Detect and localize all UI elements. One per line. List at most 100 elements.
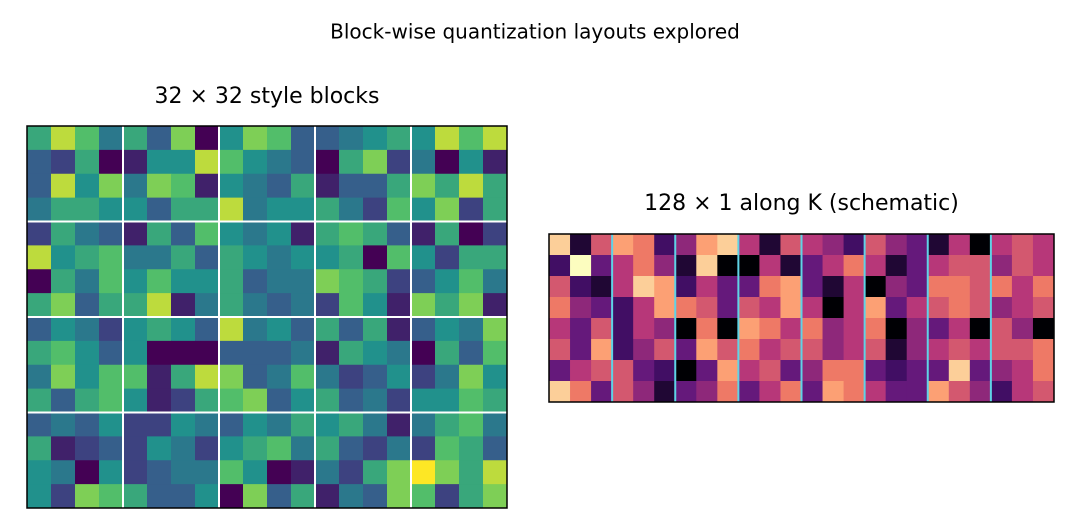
- cell: [822, 339, 845, 361]
- cell: [696, 276, 718, 298]
- cell: [549, 234, 571, 256]
- cell: [411, 317, 436, 342]
- cell: [759, 318, 781, 340]
- cell: [291, 173, 316, 199]
- cell: [99, 436, 124, 461]
- cell: [243, 340, 268, 366]
- cell: [483, 388, 508, 413]
- cell: [267, 197, 292, 222]
- cell: [780, 318, 802, 340]
- cell: [570, 297, 592, 319]
- cell: [123, 340, 148, 366]
- cell: [171, 197, 196, 222]
- cell: [483, 173, 508, 199]
- cell: [633, 255, 655, 277]
- cell: [291, 269, 316, 294]
- cell: [339, 197, 364, 222]
- cell: [27, 173, 52, 199]
- cell: [591, 234, 613, 256]
- cell: [171, 126, 196, 151]
- cell: [291, 149, 316, 175]
- cell: [435, 126, 460, 151]
- cell: [99, 317, 124, 342]
- cell: [195, 484, 220, 509]
- cell: [387, 221, 412, 246]
- cell: [696, 255, 718, 277]
- cell: [243, 293, 268, 318]
- cell: [339, 269, 364, 294]
- cell: [549, 381, 571, 403]
- cell: [885, 339, 908, 361]
- cell: [696, 297, 718, 319]
- cell: [219, 460, 244, 485]
- cell: [75, 149, 100, 175]
- cell: [633, 381, 655, 403]
- cell: [291, 412, 316, 437]
- cell: [675, 297, 697, 319]
- cell: [801, 339, 824, 361]
- cell: [591, 381, 613, 403]
- cell: [51, 460, 76, 485]
- cell: [219, 173, 244, 199]
- cell: [570, 234, 592, 256]
- cell: [633, 360, 655, 382]
- cell: [147, 293, 172, 318]
- cell: [51, 340, 76, 366]
- cell: [99, 245, 124, 270]
- cell: [1011, 255, 1034, 277]
- cell: [927, 318, 950, 340]
- cell: [549, 339, 571, 361]
- cell: [315, 436, 340, 461]
- cell: [315, 173, 340, 199]
- cell: [171, 317, 196, 342]
- cell: [267, 149, 292, 175]
- cell: [1011, 360, 1034, 382]
- cell: [219, 126, 244, 151]
- cell: [1032, 360, 1055, 382]
- cell: [570, 276, 592, 298]
- cell: [675, 339, 697, 361]
- cell: [675, 234, 697, 256]
- cell: [123, 149, 148, 175]
- cell: [75, 388, 100, 413]
- cell: [459, 269, 484, 294]
- cell: [990, 339, 1013, 361]
- cell: [885, 255, 908, 277]
- cell: [339, 340, 364, 366]
- cell: [339, 436, 364, 461]
- cell: [123, 436, 148, 461]
- cell: [927, 276, 950, 298]
- cell: [27, 269, 52, 294]
- cell: [291, 245, 316, 270]
- cell: [411, 388, 436, 413]
- cell: [99, 149, 124, 175]
- cell: [243, 412, 268, 437]
- cell: [1011, 234, 1034, 256]
- cell: [123, 460, 148, 485]
- cell: [387, 245, 412, 270]
- cell: [291, 460, 316, 485]
- cell: [339, 364, 364, 390]
- cell: [123, 388, 148, 413]
- cell: [927, 360, 950, 382]
- cell: [75, 364, 100, 390]
- cell: [696, 360, 718, 382]
- cell: [99, 388, 124, 413]
- cell: [591, 318, 613, 340]
- cell: [885, 297, 908, 319]
- cell: [267, 221, 292, 246]
- cell: [927, 234, 950, 256]
- cell: [549, 318, 571, 340]
- cell: [612, 297, 634, 319]
- cell: [99, 269, 124, 294]
- cell: [591, 255, 613, 277]
- cell: [483, 126, 508, 151]
- cell: [612, 276, 634, 298]
- cell: [315, 340, 340, 366]
- cell: [291, 484, 316, 509]
- cell: [738, 255, 760, 277]
- cell: [459, 197, 484, 222]
- cell: [195, 317, 220, 342]
- cell: [291, 221, 316, 246]
